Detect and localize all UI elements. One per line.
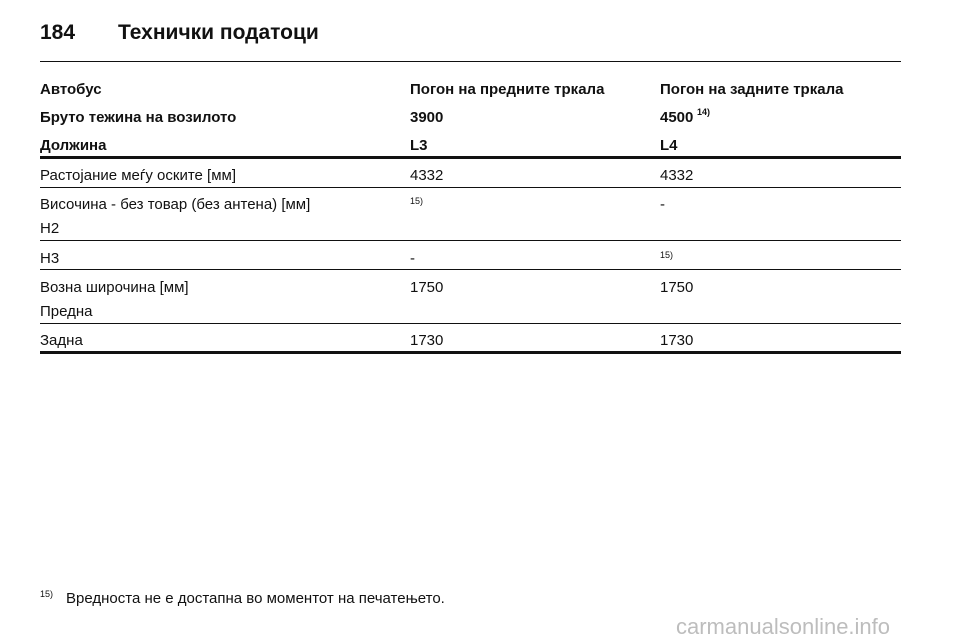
footnote-marker: 15)	[40, 589, 54, 599]
rule	[40, 351, 901, 354]
head-cell: Погон на предните тркала	[410, 81, 605, 98]
cell: 4332	[660, 167, 694, 184]
head-cell: Бруто тежина на возилото	[40, 109, 237, 126]
head-cell: L3	[410, 137, 428, 154]
row-sublabel: H2	[40, 220, 60, 237]
head-cell: Должина	[40, 137, 107, 154]
head-cell: 3900	[410, 109, 444, 126]
cell: 1750	[660, 279, 694, 296]
rule	[40, 269, 901, 270]
rule	[40, 240, 901, 241]
row-label: H3	[40, 250, 60, 267]
row-label: Возна широчина [мм]	[40, 279, 189, 296]
cell: 1750	[410, 279, 444, 296]
footnote-text: Вредноста не е достапна во моментот на п…	[66, 590, 445, 607]
rule	[40, 156, 901, 159]
row-label: Растојание меѓу оските [мм]	[40, 167, 236, 184]
footnote-ref: 14)	[697, 107, 711, 117]
head-cell: L4	[660, 137, 678, 154]
watermark: carmanualsonline.info	[676, 614, 891, 639]
rule	[40, 187, 901, 188]
row-sublabel: Предна	[40, 303, 93, 320]
page-number: 184	[40, 21, 76, 44]
head-cell: Погон на задните тркала	[660, 81, 844, 98]
cell: 1730	[410, 332, 444, 349]
row-label: Задна	[40, 332, 83, 349]
footnote-ref: 15)	[660, 250, 674, 260]
cell: -	[410, 250, 415, 267]
row-label: Височина - без товар (без антена) [мм]	[40, 196, 311, 213]
footnote-ref: 15)	[410, 196, 424, 206]
head-cell: 4500	[660, 109, 694, 126]
cell: -	[660, 196, 665, 213]
head-cell: Автобус	[40, 81, 102, 98]
page-title: Технички податоци	[118, 21, 319, 44]
cell: 1730	[660, 332, 694, 349]
rule	[40, 323, 901, 324]
cell: 4332	[410, 167, 444, 184]
rule	[40, 61, 901, 62]
